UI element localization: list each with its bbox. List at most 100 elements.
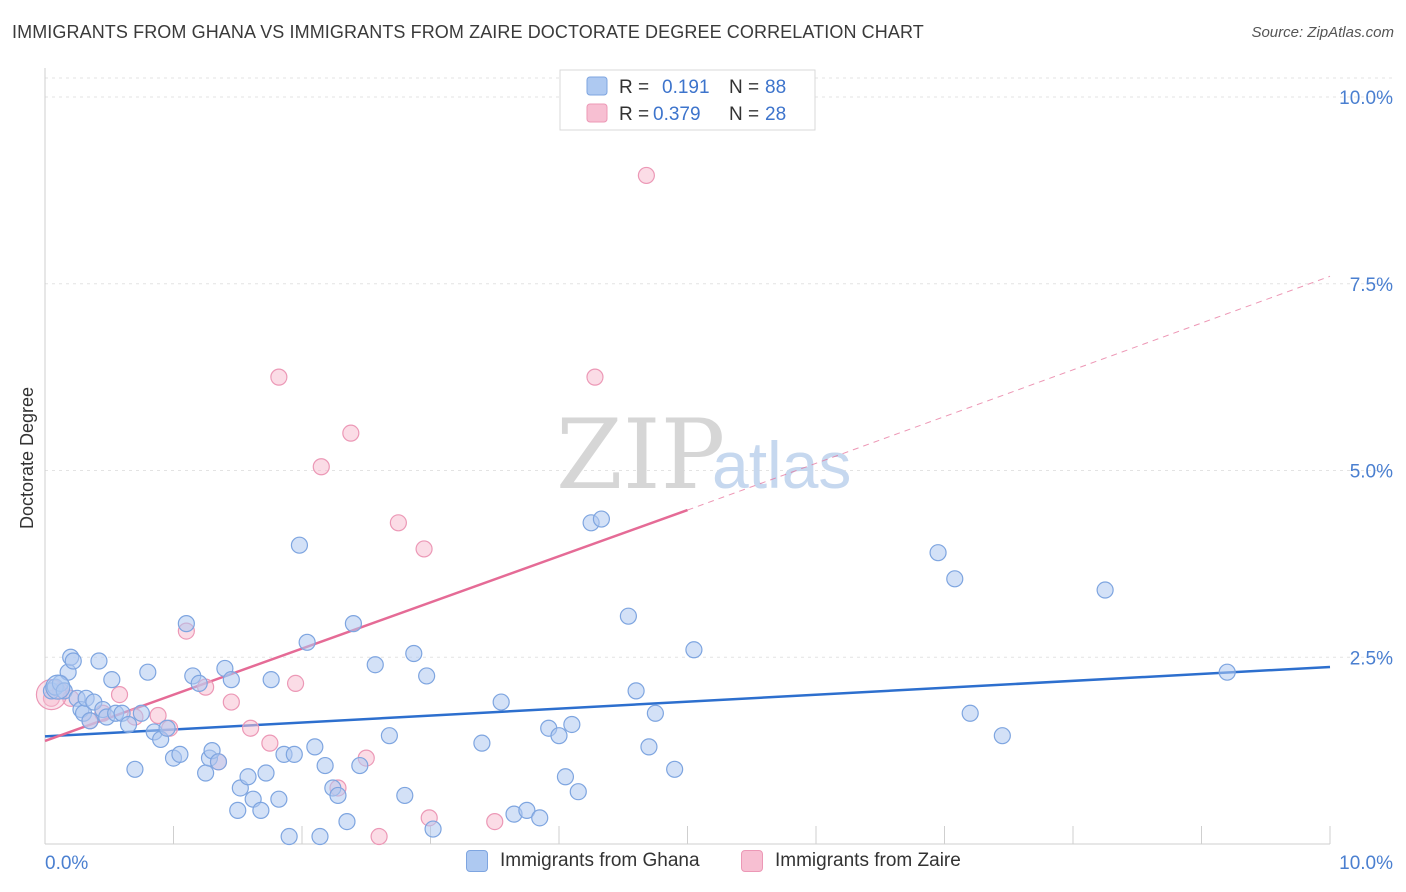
point-zaire xyxy=(370,827,388,846)
point-ghana xyxy=(257,764,275,782)
point-ghana xyxy=(329,786,347,805)
points-ghana xyxy=(42,510,1236,846)
point-ghana xyxy=(492,693,510,711)
point-ghana-large xyxy=(45,674,71,700)
bottom-legend-swatch-ghana xyxy=(466,850,488,872)
point-ghana xyxy=(90,652,108,670)
point-ghana xyxy=(209,753,228,771)
point-ghana xyxy=(64,652,82,670)
point-ghana xyxy=(311,827,329,846)
point-zaire xyxy=(637,166,655,185)
point-ghana xyxy=(563,715,581,734)
point-ghana xyxy=(1096,581,1114,599)
point-ghana xyxy=(171,745,189,763)
point-ghana xyxy=(139,663,157,681)
trend-line-zaire xyxy=(44,508,688,743)
legend-swatch-ghana xyxy=(586,76,608,96)
legend-ghana-r-label: R = xyxy=(619,77,649,98)
bottom-legend-label-zaire: Immigrants from Zaire xyxy=(775,850,961,871)
trend-line-ghana xyxy=(44,665,1331,738)
legend-ghana-n-label: N = xyxy=(729,77,759,98)
point-ghana xyxy=(280,827,298,846)
point-ghana xyxy=(666,760,684,778)
legend-zaire-n-label: N = xyxy=(729,104,759,125)
y-tick-label: 5.0% xyxy=(1350,462,1393,483)
trend-lines xyxy=(44,275,1331,743)
point-zaire xyxy=(110,685,129,704)
point-ghana xyxy=(262,671,280,689)
point-zaire xyxy=(389,514,407,532)
watermark-zip: ZIP xyxy=(556,399,725,511)
legend-swatch-zaire xyxy=(586,103,608,123)
legend-zaire-r-label: R = xyxy=(619,104,649,125)
point-ghana xyxy=(344,615,362,633)
point-ghana xyxy=(316,756,334,775)
point-ghana xyxy=(126,760,144,778)
point-ghana xyxy=(518,801,536,819)
point-zaire xyxy=(222,693,240,711)
trend-line-zaire-extension xyxy=(687,275,1331,511)
point-ghana xyxy=(222,671,240,689)
point-ghana xyxy=(190,674,208,692)
point-ghana xyxy=(338,812,356,831)
y-tick-label: 7.5% xyxy=(1350,275,1393,296)
watermark-atlas: atlas xyxy=(712,428,851,502)
point-ghana xyxy=(103,671,121,689)
legend-ghana-n-value: 88 xyxy=(765,77,786,98)
y-axis-label: Doctorate Degree xyxy=(17,387,37,529)
legend-zaire-r-value: 0.379 xyxy=(653,104,701,125)
point-ghana xyxy=(81,712,99,730)
point-ghana xyxy=(177,615,195,633)
point-ghana xyxy=(119,715,138,734)
point-ghana xyxy=(132,704,150,722)
bottom-legend-zaire: Immigrants from Zaire xyxy=(741,850,961,872)
point-ghana xyxy=(569,783,587,801)
point-ghana xyxy=(298,633,316,651)
grid-lines xyxy=(45,77,1393,658)
point-ghana xyxy=(229,801,247,819)
source-credit: Source: ZipAtlas.com xyxy=(1251,24,1394,41)
point-ghana xyxy=(380,727,398,745)
point-ghana xyxy=(946,570,964,588)
point-ghana xyxy=(306,738,324,756)
point-ghana xyxy=(961,704,979,722)
bottom-legend: Immigrants from Ghana Immigrants from Za… xyxy=(0,850,1406,880)
tick-labels: 2.5% 5.0% 7.5% 10.0% 0.0% 10.0% xyxy=(45,88,1393,874)
point-ghana xyxy=(531,809,549,827)
point-ghana xyxy=(640,738,658,756)
point-ghana xyxy=(252,801,270,819)
legend-ghana-r-value: 0.191 xyxy=(662,77,710,98)
point-ghana xyxy=(473,734,491,752)
x-tick-label-max: 10.0% xyxy=(1339,853,1393,874)
point-ghana xyxy=(290,536,309,554)
point-zaire xyxy=(342,424,360,442)
y-tick-label: 10.0% xyxy=(1339,88,1393,109)
point-ghana xyxy=(929,544,947,562)
point-ghana xyxy=(158,719,176,737)
point-ghana xyxy=(366,656,384,674)
point-ghana xyxy=(396,786,414,805)
point-zaire xyxy=(586,368,604,386)
point-ghana xyxy=(405,644,423,663)
point-ghana xyxy=(685,641,703,659)
bottom-legend-label-ghana: Immigrants from Ghana xyxy=(500,850,700,871)
chart-title: IMMIGRANTS FROM GHANA VS IMMIGRANTS FROM… xyxy=(12,22,924,42)
point-ghana xyxy=(270,790,288,808)
point-ghana xyxy=(197,764,215,782)
point-ghana xyxy=(627,682,645,700)
point-ghana xyxy=(619,607,637,625)
point-zaire xyxy=(415,540,433,558)
point-zaire xyxy=(312,458,330,476)
point-ghana xyxy=(556,768,575,786)
point-zaire xyxy=(242,719,260,737)
bottom-legend-swatch-zaire xyxy=(741,850,763,872)
bottom-legend-ghana: Immigrants from Ghana xyxy=(466,850,700,872)
point-ghana xyxy=(1218,663,1236,681)
point-ghana xyxy=(424,820,442,838)
point-ghana xyxy=(592,510,611,528)
watermark: ZIP atlas xyxy=(556,399,851,511)
point-zaire xyxy=(261,734,279,752)
point-ghana xyxy=(285,745,303,763)
point-zaire xyxy=(149,706,167,725)
